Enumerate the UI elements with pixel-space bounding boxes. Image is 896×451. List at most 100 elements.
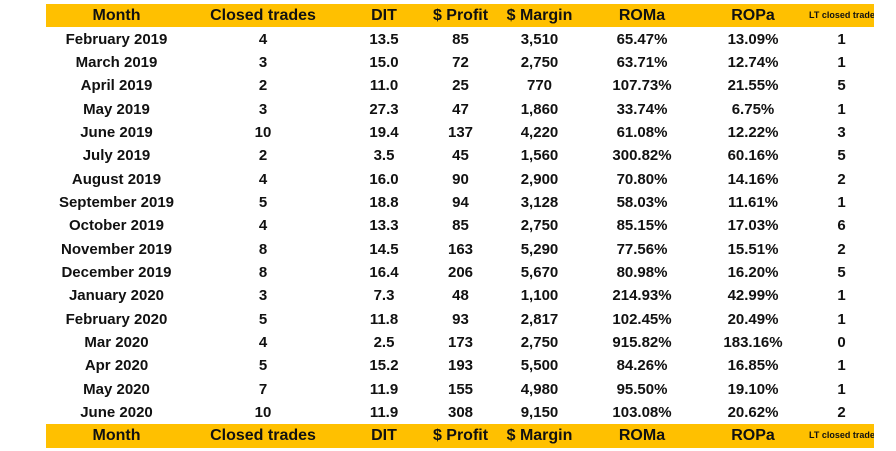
roma-cell: 300.82% <box>612 147 672 165</box>
roma-cell: 85.15% <box>616 217 668 235</box>
lt-closed-trades-cell: 5 <box>837 77 846 95</box>
month-cell: November 2019 <box>61 240 172 258</box>
footer-closed-trades: Closed trades <box>187 424 339 448</box>
lt-closed-trades-cell: 2 <box>837 240 846 258</box>
lt-closed-trades-cell: 1 <box>837 287 846 305</box>
month-cell: December 2019 <box>61 263 172 281</box>
lt-closed-trades-cell: 1 <box>837 30 846 48</box>
margin-cell: 2,817 <box>520 310 559 328</box>
ropa-cell: 42.99% <box>727 287 779 305</box>
header-roma: ROMa <box>587 4 697 28</box>
table-row: August 2019 4 16.0 90 2,900 70.80% 14.16% 2 <box>46 167 874 190</box>
table-row: March 2019 3 15.0 72 2,750 63.71% 12.74% 1 <box>46 51 874 74</box>
closed-trades-cell: 5 <box>258 193 268 211</box>
closed-trades-cell: 3 <box>258 287 268 305</box>
lt-closed-trades-cell: 1 <box>837 193 846 211</box>
closed-trades-cell: 4 <box>258 170 268 188</box>
ropa-cell: 14.16% <box>727 170 779 188</box>
margin-cell: 3,128 <box>520 193 559 211</box>
profit-cell: 93 <box>452 310 469 328</box>
lt-closed-trades-cell: 1 <box>837 53 846 71</box>
header-row: Month Closed trades DIT $ Profit $ Margi… <box>46 4 874 28</box>
month-cell: February 2020 <box>65 310 168 328</box>
closed-trades-cell: 3 <box>258 100 268 118</box>
margin-cell: 770 <box>526 77 553 95</box>
dit-cell: 11.0 <box>369 77 399 95</box>
closed-trades-cell: 4 <box>258 333 268 351</box>
profit-cell: 193 <box>447 357 474 375</box>
table-row: January 2020 3 7.3 48 1,100 214.93% 42.99% 1 <box>46 284 874 307</box>
margin-cell: 5,670 <box>520 263 559 281</box>
closed-trades-cell: 7 <box>258 380 268 398</box>
month-cell: June 2019 <box>80 123 153 141</box>
header-dit: DIT <box>339 4 429 28</box>
dit-cell: 13.5 <box>369 30 399 48</box>
table-row: May 2020 7 11.9 155 4,980 95.50% 19.10% 1 <box>46 378 874 401</box>
ropa-cell: 16.20% <box>727 263 779 281</box>
month-cell: Apr 2020 <box>84 357 149 375</box>
ropa-cell: 16.85% <box>727 357 779 375</box>
table-row: June 2020 10 11.9 308 9,150 103.08% 20.62% 2 <box>46 401 874 424</box>
footer-month: Month <box>46 424 187 448</box>
monthly-trades-table: Month Closed trades DIT $ Profit $ Margi… <box>46 4 874 448</box>
ropa-cell: 21.55% <box>727 77 779 95</box>
profit-cell: 163 <box>447 240 474 258</box>
closed-trades-cell: 3 <box>258 53 268 71</box>
lt-closed-trades-cell: 3 <box>837 123 846 141</box>
roma-cell: 70.80% <box>616 170 668 188</box>
dit-cell: 3.5 <box>373 147 395 165</box>
footer-lt-closed-trades: LT closed trades <box>809 424 874 448</box>
ropa-cell: 13.09% <box>727 30 779 48</box>
profit-cell: 47 <box>452 100 469 118</box>
ropa-cell: 20.62% <box>727 404 779 422</box>
table-row: Mar 2020 4 2.5 173 2,750 915.82% 183.16% 0 <box>46 331 874 354</box>
footer-row: Month Closed trades DIT $ Profit $ Margi… <box>46 424 874 448</box>
lt-closed-trades-cell: 2 <box>837 404 846 422</box>
month-cell: October 2019 <box>68 217 165 235</box>
roma-cell: 102.45% <box>612 310 672 328</box>
table-row: November 2019 8 14.5 163 5,290 77.56% 15.51% 2 <box>46 237 874 260</box>
profit-cell: 173 <box>447 333 474 351</box>
margin-cell: 1,860 <box>520 100 559 118</box>
month-cell: July 2019 <box>82 147 151 165</box>
margin-cell: 4,220 <box>520 123 559 141</box>
roma-cell: 107.73% <box>612 77 672 95</box>
profit-cell: 85 <box>452 30 469 48</box>
roma-cell: 84.26% <box>616 357 668 375</box>
closed-trades-cell: 10 <box>254 404 272 422</box>
roma-cell: 214.93% <box>612 287 672 305</box>
ropa-cell: 15.51% <box>727 240 779 258</box>
footer-roma: ROMa <box>587 424 697 448</box>
roma-cell: 80.98% <box>616 263 668 281</box>
closed-trades-cell: 8 <box>258 240 268 258</box>
lt-closed-trades-cell: 2 <box>837 170 846 188</box>
closed-trades-cell: 5 <box>258 357 268 375</box>
ropa-cell: 60.16% <box>727 147 779 165</box>
closed-trades-cell: 4 <box>258 30 268 48</box>
dit-cell: 14.5 <box>369 240 399 258</box>
closed-trades-cell: 2 <box>258 147 268 165</box>
lt-closed-trades-cell: 0 <box>837 333 846 351</box>
table-row: Apr 2020 5 15.2 193 5,500 84.26% 16.85% 1 <box>46 354 874 377</box>
header-ropa: ROPa <box>697 4 809 28</box>
month-cell: Mar 2020 <box>84 333 149 351</box>
closed-trades-cell: 2 <box>258 77 268 95</box>
margin-cell: 2,750 <box>520 333 559 351</box>
closed-trades-cell: 8 <box>258 263 268 281</box>
dit-cell: 19.4 <box>369 123 399 141</box>
roma-cell: 915.82% <box>612 333 672 351</box>
profit-cell: 94 <box>452 193 469 211</box>
table-row: April 2019 2 11.0 25 770 107.73% 21.55% 5 <box>46 74 874 97</box>
lt-closed-trades-cell: 1 <box>837 100 846 118</box>
ropa-cell: 183.16% <box>723 333 783 351</box>
roma-cell: 77.56% <box>616 240 668 258</box>
profit-cell: 308 <box>447 404 474 422</box>
margin-cell: 2,750 <box>520 217 559 235</box>
lt-closed-trades-cell: 1 <box>837 310 846 328</box>
table-row: December 2019 8 16.4 206 5,670 80.98% 16.20% 5 <box>46 261 874 284</box>
footer-ropa: ROPa <box>697 424 809 448</box>
margin-cell: 1,560 <box>520 147 559 165</box>
ropa-cell: 20.49% <box>727 310 779 328</box>
dit-cell: 2.5 <box>373 333 395 351</box>
lt-closed-trades-cell: 1 <box>837 357 846 375</box>
